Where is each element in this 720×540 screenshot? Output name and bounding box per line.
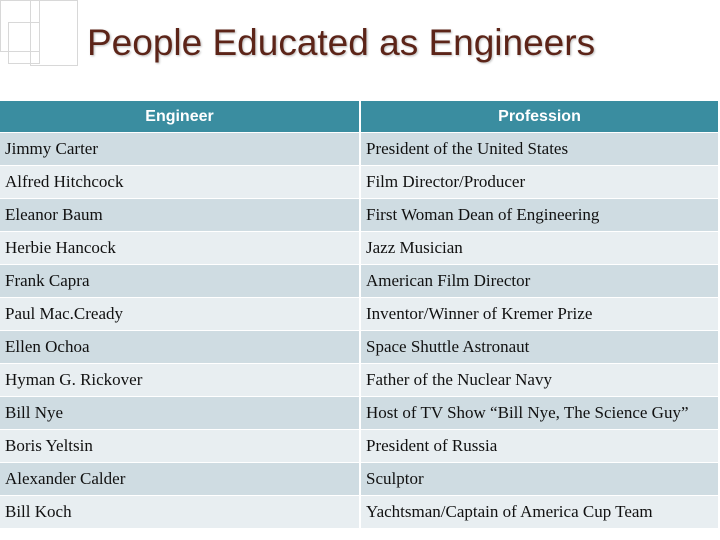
profession: American Film Director (360, 264, 720, 298)
table-row: Alexander Calder Sculptor (0, 462, 720, 496)
engineers-table: Engineer Profession Jimmy Carter Presiden… (0, 101, 720, 529)
table-row: Bill Koch Yachtsman/Captain of America Cu… (0, 495, 720, 529)
engineer-name: Boris Yeltsin (0, 429, 361, 463)
profession: Inventor/Winner of Kremer Prize (360, 297, 720, 331)
engineer-name: Paul Mac.Cready (0, 297, 361, 331)
column-header: Engineer (0, 101, 361, 133)
profession: President of Russia (360, 429, 720, 463)
engineer-name: Jimmy Carter (0, 132, 361, 166)
table-row: Jimmy Carter President of the United Stat… (0, 132, 720, 166)
engineer-name: Eleanor Baum (0, 198, 361, 232)
profession: Jazz Musician (360, 231, 720, 265)
engineer-name: Bill Koch (0, 495, 361, 529)
engineer-name: Ellen Ochoa (0, 330, 361, 364)
table-row: Herbie Hancock Jazz Musician (0, 231, 720, 265)
profession: Sculptor (360, 462, 720, 496)
decoration (30, 0, 78, 66)
header-row: Engineer Profession (0, 101, 720, 133)
profession: Father of the Nuclear Navy (360, 363, 720, 397)
profession: Film Director/Producer (360, 165, 720, 199)
engineer-name: Herbie Hancock (0, 231, 361, 265)
engineer-name: Frank Capra (0, 264, 361, 298)
engineer-name: Alexander Calder (0, 462, 361, 496)
table-row: Hyman G. Rickover Father of the Nuclear N… (0, 363, 720, 397)
slide-title: People Educated as Engineers (87, 22, 596, 63)
engineer-name: Hyman G. Rickover (0, 363, 361, 397)
table-row: Bill Nye Host of TV Show “Bill Nye, The S… (0, 396, 720, 430)
table-row: Boris Yeltsin President of Russia (0, 429, 720, 463)
table-row: Frank Capra American Film Director (0, 264, 720, 298)
column-header: Profession (360, 101, 720, 133)
profession: Host of TV Show “Bill Nye, The Science G… (360, 396, 720, 430)
profession: Yachtsman/Captain of America Cup Team (360, 495, 720, 529)
profession: First Woman Dean of Engineering (360, 198, 720, 232)
table-row: Paul Mac.Cready Inventor/Winner of Kremer… (0, 297, 720, 331)
engineer-name: Alfred Hitchcock (0, 165, 361, 199)
table-row: Alfred Hitchcock Film Director/Producer (0, 165, 720, 199)
profession: Space Shuttle Astronaut (360, 330, 720, 364)
profession: President of the United States (360, 132, 720, 166)
table-row: Eleanor Baum First Woman Dean of Engineer… (0, 198, 720, 232)
decoration (8, 22, 40, 64)
engineer-name: Bill Nye (0, 396, 361, 430)
table-row: Ellen Ochoa Space Shuttle Astronaut (0, 330, 720, 364)
